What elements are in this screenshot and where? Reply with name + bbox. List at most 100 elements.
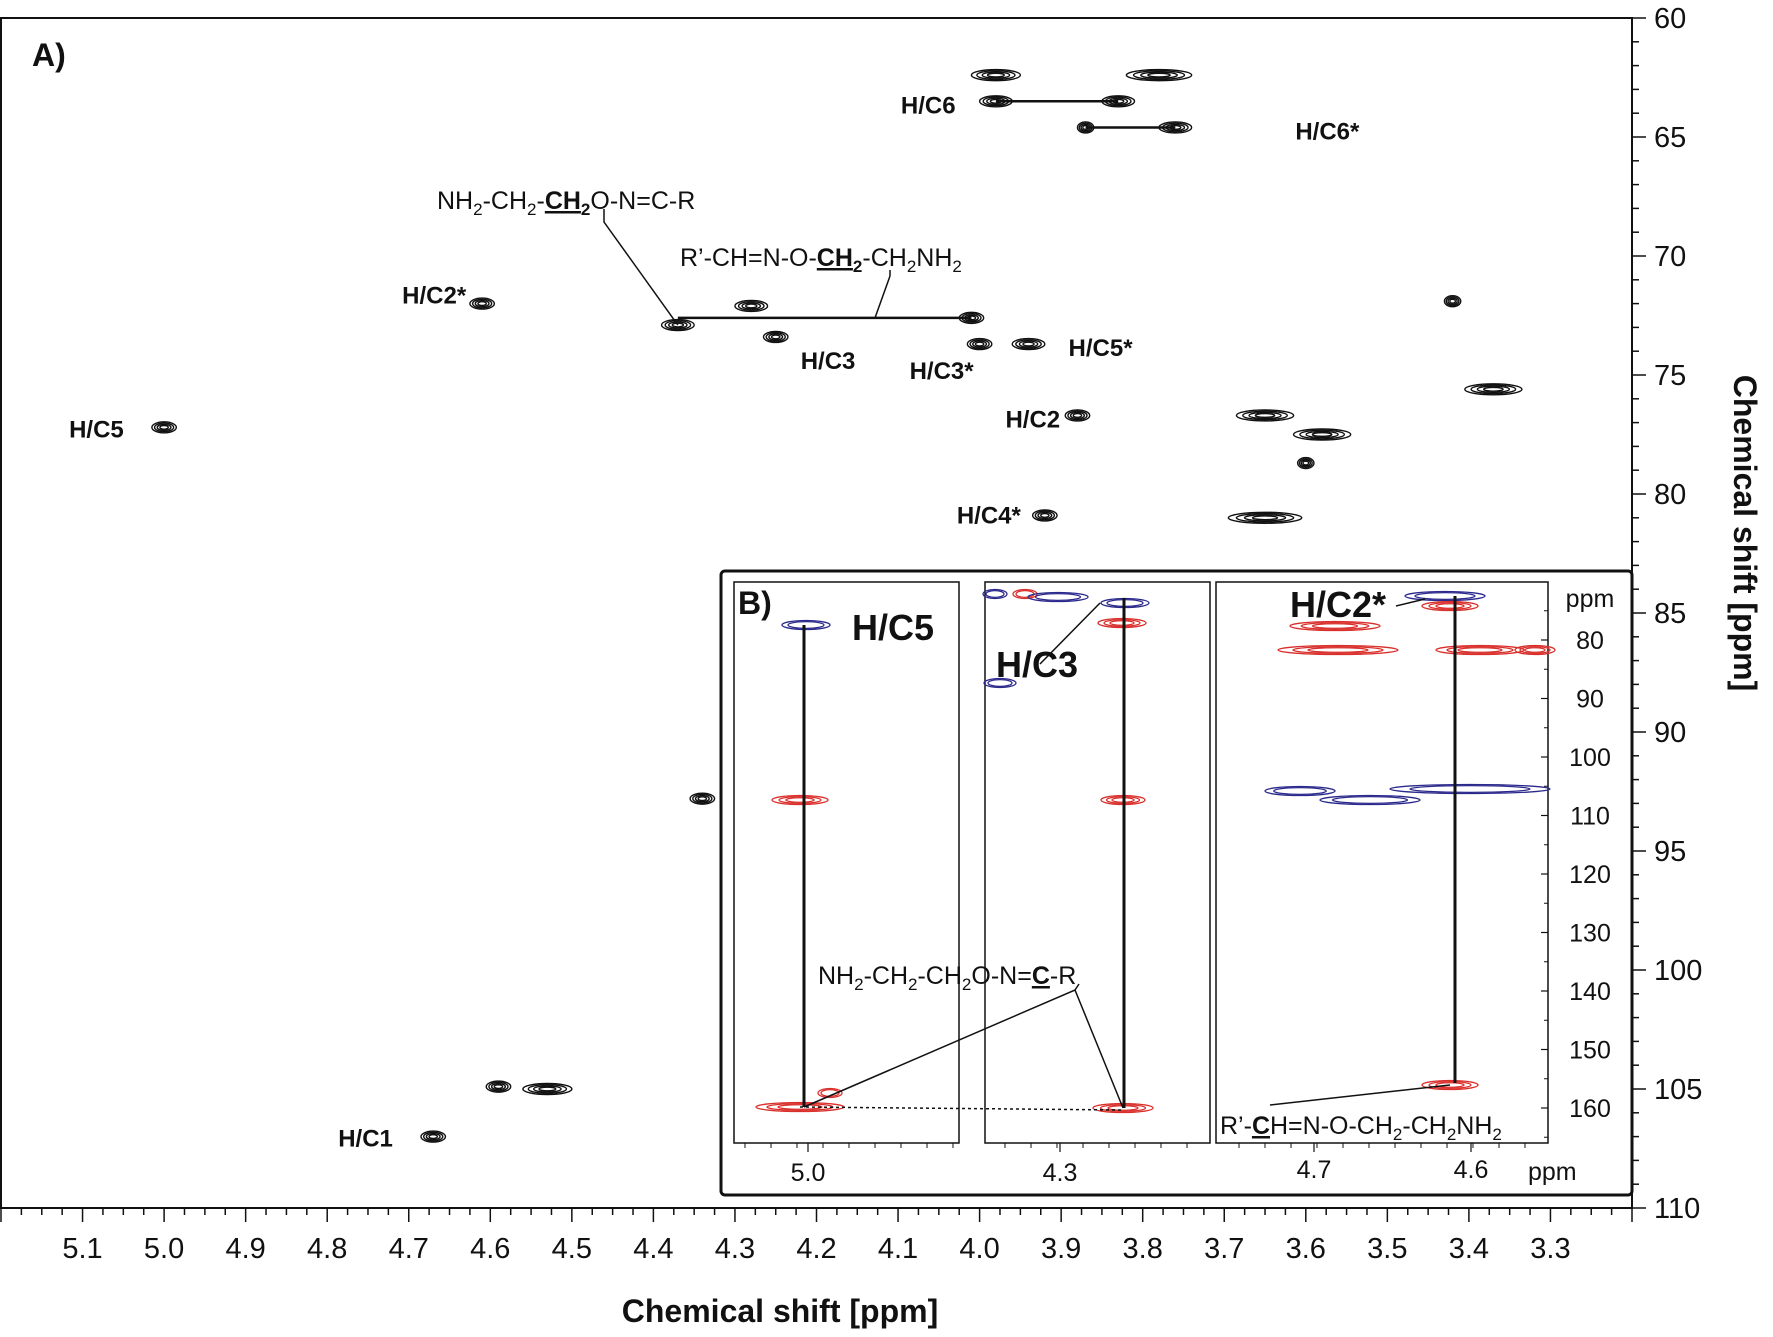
x-tick-label: 3.5 <box>1367 1233 1407 1265</box>
peak-contour <box>1449 298 1457 304</box>
x-tick-label: 5.0 <box>144 1233 184 1265</box>
peak-contour <box>966 337 993 351</box>
inset-peak-contour <box>1409 784 1531 794</box>
peak <box>1011 337 1046 351</box>
peak-label: H/C5* <box>1069 335 1134 362</box>
inset-peak-contour <box>982 588 1008 600</box>
peak-contour <box>1447 297 1458 306</box>
x-tick-label: 3.9 <box>1041 1233 1081 1265</box>
peak-contour <box>1470 384 1517 395</box>
peak-contour <box>422 1131 444 1142</box>
x-tick-label: 4.0 <box>959 1233 999 1265</box>
peak <box>1101 95 1136 108</box>
peak-contour <box>765 331 786 342</box>
inset-peak-contour <box>1421 600 1479 612</box>
peak-contour <box>490 1082 507 1091</box>
inset-peak-contour <box>1524 647 1546 653</box>
y-tick-label: 60 <box>1654 3 1686 35</box>
peak-contour <box>741 302 762 310</box>
inset-peak-contour <box>1519 645 1551 655</box>
x-tick-label: 4.3 <box>715 1233 755 1265</box>
peak-contour <box>734 299 769 313</box>
x-tick-label: 3.8 <box>1123 1233 1163 1265</box>
peak-contour <box>532 1085 562 1093</box>
inset-peak-contour <box>1103 618 1141 628</box>
peak-contour <box>969 339 990 350</box>
inset-peak-contour <box>985 589 1005 599</box>
peak <box>420 1130 447 1143</box>
inset-peak-contour <box>1446 645 1514 655</box>
peak-contour <box>1292 428 1352 441</box>
inset-y-tick-label: 100 <box>1569 744 1611 772</box>
peak-contour <box>976 70 1016 81</box>
inset-peak-contour <box>1109 620 1135 626</box>
peak-contour <box>1251 515 1279 521</box>
peak-label: H/C6* <box>1295 118 1360 145</box>
peak-contour <box>1476 385 1511 394</box>
inset-y-tick-label: 140 <box>1569 978 1611 1006</box>
inset-peak <box>1514 644 1556 656</box>
peak <box>1227 511 1303 524</box>
y-tick-label: 80 <box>1654 479 1686 511</box>
inset-peak-contour <box>785 797 815 803</box>
inset-peak <box>1027 591 1089 603</box>
inset-peak <box>1289 620 1381 632</box>
peak-contour <box>1482 386 1504 392</box>
inset-peak-contour <box>771 794 829 806</box>
peak-contour <box>1227 511 1303 524</box>
peak <box>1296 456 1315 470</box>
peak <box>1125 68 1193 82</box>
peak-contour <box>1064 409 1091 422</box>
peak-contour <box>522 1082 573 1096</box>
inset-peak-contour <box>781 619 831 631</box>
peak <box>1235 409 1295 422</box>
main-connectors <box>603 100 1176 326</box>
inset-peak-contour <box>1273 786 1327 796</box>
inset-y-tick-label: 130 <box>1569 920 1611 948</box>
x-tick-label: 4.2 <box>796 1233 836 1265</box>
peak-contour <box>694 794 710 803</box>
inset-subpanel-1 <box>733 581 960 1144</box>
peak-contour <box>1034 510 1056 521</box>
y-axis-title: Chemical shift [ppm] <box>1727 375 1763 691</box>
peak-contour <box>477 301 488 307</box>
peak <box>1464 383 1523 396</box>
hc2star-label-pointer <box>1395 598 1426 607</box>
peak-contour <box>428 1134 439 1140</box>
formula-right-pointer <box>1269 1084 1451 1106</box>
inset-x-unit: ppm <box>1528 1158 1577 1186</box>
y-tick-label: 70 <box>1654 241 1686 273</box>
peak-contour <box>671 322 685 328</box>
x-tick-label: 3.4 <box>1449 1233 1489 1265</box>
peak <box>966 337 993 351</box>
inset-peak-contour <box>777 1104 823 1110</box>
inset-peak <box>1389 783 1551 795</box>
formula-middle: R’-CH=N-O-CH2-CH2NH2 <box>680 244 962 276</box>
inset-peak-contour <box>1307 647 1369 653</box>
peak-contour <box>1311 431 1333 438</box>
inset-peak-contour <box>1311 623 1359 629</box>
formula-left-pointer-tip <box>1074 983 1080 991</box>
inset-peak-contour <box>987 678 1013 688</box>
peak-contour <box>1235 512 1295 523</box>
x-tick-label: 3.6 <box>1286 1233 1326 1265</box>
peak-contour <box>538 1086 557 1092</box>
inset-peak-contour <box>1300 621 1370 631</box>
x-tick-label: 5.1 <box>62 1233 102 1265</box>
peak-contour <box>1242 410 1288 421</box>
peak-contour <box>697 796 708 802</box>
peak <box>689 792 716 805</box>
main-axis-ticks: 5.1 5.0 4.9 4.8 4.7 4.6 4.5 4.4 4.3 4.2 4.1 4.0 3.9 3… <box>0 3 1702 1265</box>
inset-peak <box>1421 600 1479 612</box>
inset-x-tick-4-6: 4.6 <box>1454 1156 1489 1184</box>
peak-contour <box>493 1084 504 1090</box>
peak-contour <box>972 340 988 348</box>
x-tick-label: 4.1 <box>878 1233 918 1265</box>
inset-peak-contour <box>1457 647 1503 653</box>
inset-label-hc5: H/C5 <box>852 607 934 648</box>
inset-peak <box>781 619 831 631</box>
peak <box>1443 295 1462 308</box>
peak-contour <box>970 68 1022 82</box>
peak <box>485 1080 512 1093</box>
y-tick-label: 110 <box>1654 1193 1700 1225</box>
